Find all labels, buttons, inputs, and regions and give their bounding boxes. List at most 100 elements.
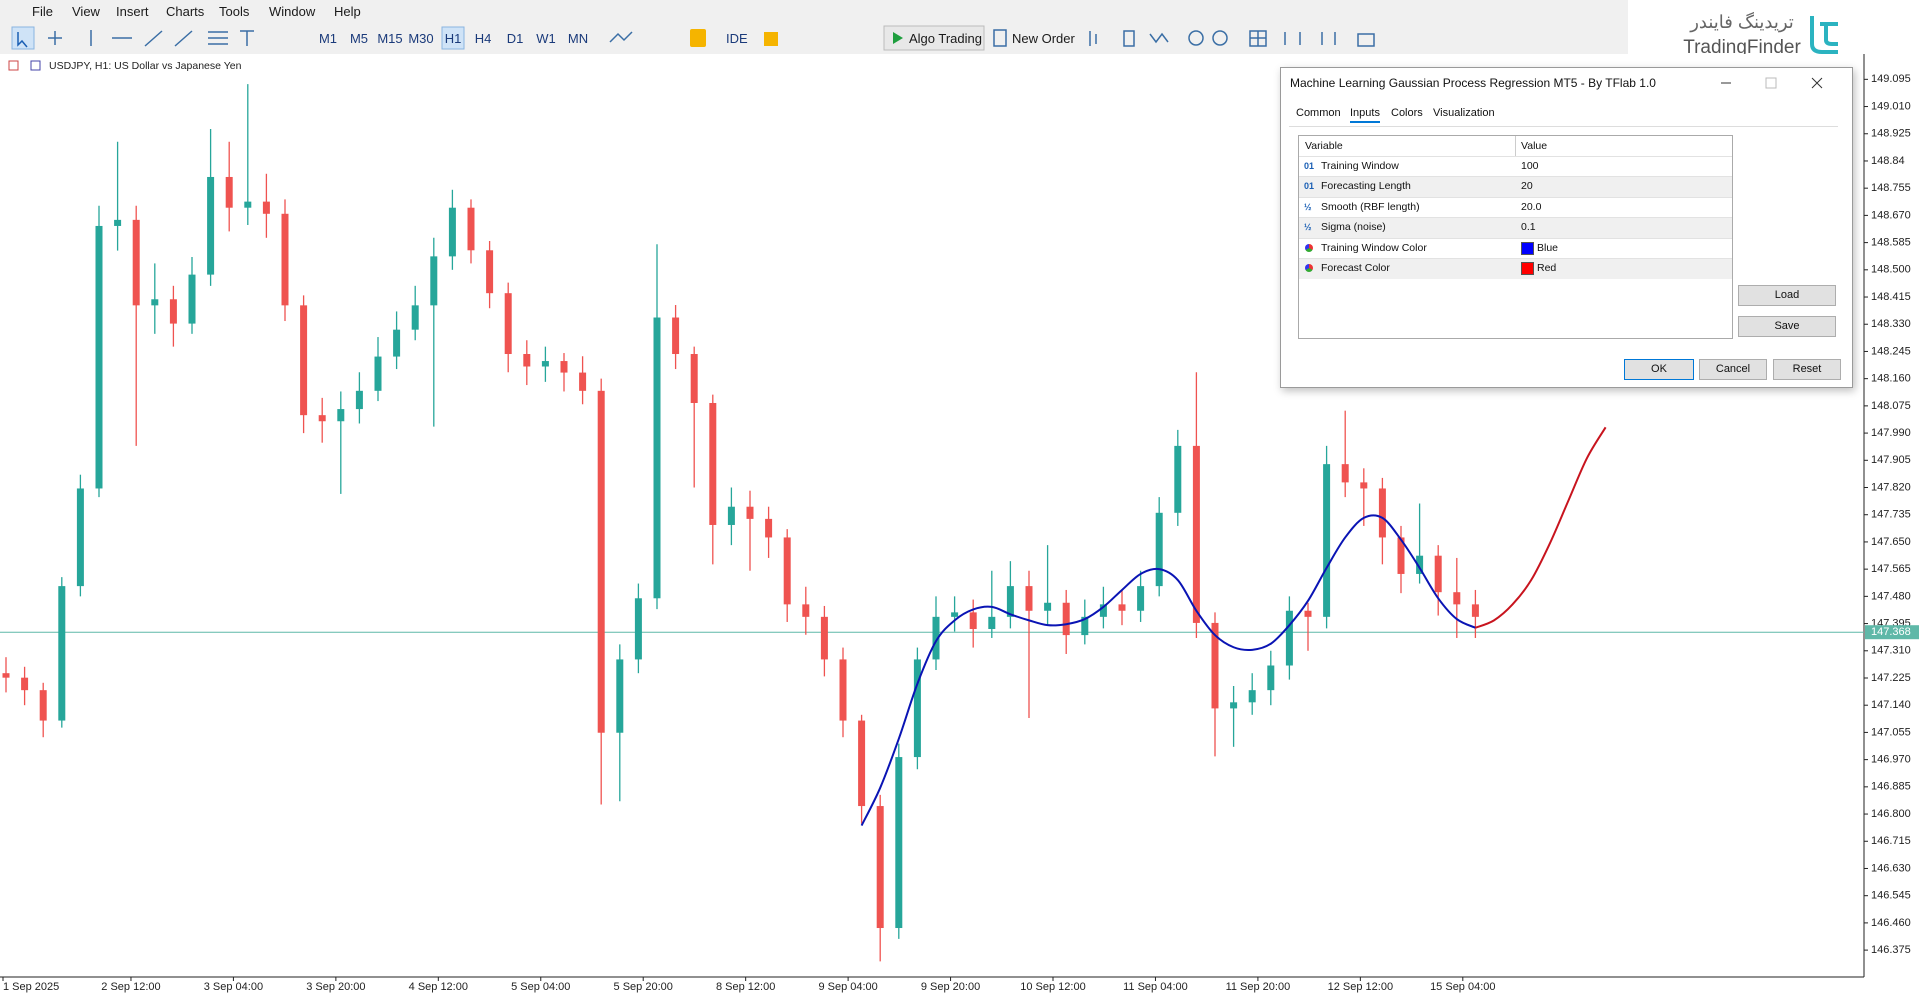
x-tick-label: 11 Sep 04:00 — [1123, 981, 1188, 993]
y-tick-label: 147.565 — [1871, 563, 1911, 575]
candle-body — [932, 616, 940, 660]
new-order-icon[interactable] — [993, 29, 1007, 47]
candle-body — [132, 219, 140, 306]
value-cell[interactable]: 0.1 — [1521, 221, 1536, 234]
table-row[interactable] — [1299, 237, 1732, 259]
candle-body — [95, 225, 103, 489]
timeframe[interactable]: D1 — [506, 31, 524, 46]
y-tick-label: 149.010 — [1871, 100, 1911, 112]
y-tick-label: 148.415 — [1871, 291, 1911, 303]
timeframe[interactable]: W1 — [536, 31, 556, 46]
signal-icon[interactable] — [690, 29, 706, 47]
candle-body — [1248, 690, 1256, 703]
menu-item[interactable]: Tools — [219, 4, 250, 19]
candle-body — [765, 518, 773, 538]
x-tick-label: 5 Sep 20:00 — [614, 981, 673, 993]
lock-icon[interactable] — [764, 32, 778, 46]
y-tick-label: 147.650 — [1871, 536, 1911, 548]
reset-button[interactable]: Reset — [1773, 359, 1841, 380]
x-tick-label: 12 Sep 12:00 — [1328, 981, 1393, 993]
candle-body — [504, 293, 512, 355]
candle-body — [653, 317, 661, 599]
x-tick-label: 9 Sep 04:00 — [818, 981, 877, 993]
candle-body — [1081, 616, 1089, 636]
y-tick-label: 147.735 — [1871, 509, 1911, 521]
y-tick-label: 147.140 — [1871, 699, 1911, 711]
timeframe[interactable]: M15 — [377, 31, 403, 46]
algo-trading-label[interactable]: Algo Trading — [909, 31, 982, 46]
candle-body — [951, 612, 959, 617]
y-tick-label: 147.990 — [1871, 427, 1911, 439]
menu-item[interactable]: View — [72, 4, 100, 19]
tab[interactable]: Common — [1296, 107, 1341, 119]
maximize[interactable] — [1765, 77, 1777, 89]
cancel-button[interactable]: Cancel — [1699, 359, 1767, 380]
tab-active[interactable]: Inputs — [1350, 107, 1380, 123]
table-row[interactable] — [1299, 258, 1732, 279]
type-icon: ½ — [1304, 222, 1312, 233]
timeframe[interactable]: M30 — [408, 31, 434, 46]
value-cell[interactable]: 20 — [1521, 180, 1533, 193]
table-row[interactable] — [1299, 156, 1732, 177]
y-tick-label: 147.905 — [1871, 454, 1911, 466]
ide-button[interactable]: IDE — [726, 31, 748, 46]
timeframe[interactable]: H1 — [444, 31, 462, 46]
menu-item[interactable]: File — [32, 4, 53, 19]
candle-body — [1285, 610, 1293, 666]
save-button[interactable]: Save — [1738, 316, 1836, 337]
select-tool[interactable] — [11, 26, 35, 50]
candle-body — [1062, 602, 1070, 636]
value-cell[interactable]: Blue — [1537, 241, 1559, 254]
watermark-logo — [1810, 16, 1838, 54]
tab[interactable]: Colors — [1391, 107, 1423, 119]
menu-item[interactable]: Window — [269, 4, 316, 19]
candle-body — [1360, 482, 1368, 489]
candle-body — [300, 305, 308, 416]
menu-item[interactable]: Help — [334, 4, 361, 19]
table-row[interactable] — [1299, 217, 1732, 239]
load-button[interactable]: Load — [1738, 285, 1836, 306]
menu-item[interactable]: Insert — [116, 4, 149, 19]
timeframe[interactable]: M1 — [318, 31, 338, 46]
timeframe[interactable]: M5 — [349, 31, 369, 46]
candle-body — [1453, 592, 1461, 605]
tab[interactable]: Visualization — [1433, 107, 1495, 119]
table-row[interactable] — [1299, 196, 1732, 218]
x-tick-label: 4 Sep 12:00 — [409, 981, 468, 993]
candle-body — [523, 354, 531, 367]
x-tick-label: 5 Sep 04:00 — [511, 981, 570, 993]
candle-body — [58, 586, 66, 721]
x-tick-label: 1 Sep 2025 — [3, 981, 59, 993]
candle-body — [430, 256, 438, 306]
y-tick-label: 148.755 — [1871, 182, 1911, 194]
y-tick-label: 149.095 — [1871, 73, 1911, 85]
drawing-tools[interactable] — [48, 30, 254, 47]
timeframe[interactable]: H4 — [474, 31, 492, 46]
x-tick-label: 3 Sep 04:00 — [204, 981, 263, 993]
chart-tools[interactable] — [1089, 30, 1375, 47]
new-order-label[interactable]: New Order — [1012, 31, 1075, 46]
menu-item[interactable]: Charts — [166, 4, 205, 19]
timeframe[interactable]: MN — [567, 31, 589, 46]
candle-body — [411, 305, 419, 330]
y-tick-label: 147.820 — [1871, 481, 1911, 493]
ok-button[interactable]: OK — [1624, 359, 1694, 380]
value-cell[interactable]: 100 — [1521, 160, 1539, 172]
value-cell[interactable]: Red — [1537, 262, 1557, 274]
candle-body — [895, 757, 903, 929]
candle-body — [802, 604, 810, 617]
active-timeframe[interactable] — [441, 26, 465, 50]
x-tick-label: 10 Sep 12:00 — [1020, 981, 1085, 993]
value-cell[interactable]: 20.0 — [1521, 200, 1542, 213]
candle-body — [21, 677, 29, 691]
candle-body — [225, 176, 233, 208]
type-icon: 01 — [1304, 161, 1315, 171]
close[interactable] — [1811, 77, 1823, 89]
table-row[interactable] — [1299, 176, 1732, 198]
x-tick-label: 3 Sep 20:00 — [306, 981, 365, 993]
y-tick-label: 146.630 — [1871, 862, 1911, 874]
y-tick-label: 148.670 — [1871, 209, 1911, 221]
indicator-icon[interactable] — [609, 31, 633, 43]
candle-body — [727, 506, 735, 525]
candle-body — [988, 616, 996, 630]
